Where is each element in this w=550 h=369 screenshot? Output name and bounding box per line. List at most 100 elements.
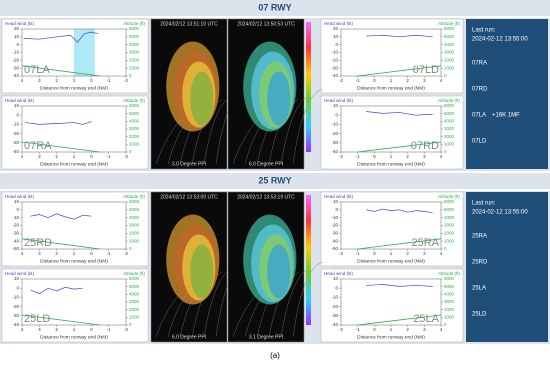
x-axis-label: Distance from runway end (NM) (357, 85, 425, 91)
y-tick-label: 0 (335, 207, 338, 212)
x-tick-label: -2 (124, 251, 128, 256)
y-tick-label: -30 (12, 140, 19, 145)
x-tick-label: 2 (406, 154, 409, 159)
y2-tick-label: 1000 (444, 65, 455, 70)
x-tick-label: 1 (73, 251, 76, 256)
y2-tick-label: 2000 (444, 58, 455, 63)
y2-tick-label: 2000 (129, 307, 140, 312)
x-tick-label: 3 (38, 78, 41, 83)
x-axis-label: Distance from runway end (NM) (40, 85, 108, 91)
chart-frame (320, 268, 464, 343)
x-tick-label: 1 (390, 251, 393, 256)
y2-tick-label: 6000 (129, 199, 140, 204)
y2-tick-label: 1000 (444, 315, 455, 320)
runway-status: 07LA (472, 113, 486, 119)
x-tick-label: 3 (423, 78, 426, 83)
x-axis-label: Distance from runway end (NM) (357, 334, 425, 340)
x-tick-label: 0 (90, 78, 93, 83)
y-tick-label: 10 (333, 34, 339, 39)
altitude-line (357, 65, 442, 77)
x-tick-label: -2 (339, 154, 343, 159)
y2-tick-label: 0 (129, 246, 132, 251)
y2-tick-label: 4000 (129, 292, 140, 297)
y-tick-label: -30 (331, 313, 338, 318)
y-tick-label: 0 (16, 42, 19, 47)
last-run-label: Last run: (472, 201, 496, 207)
y-tick-label: -10 (331, 215, 338, 220)
echo (267, 71, 291, 126)
y2-tick-label: 0 (444, 246, 447, 251)
y2-axis-label: Altitude (ft) (438, 98, 460, 103)
altitude-line (21, 238, 101, 250)
x-tick-label: 3 (423, 154, 426, 159)
x-tick-label: 0 (373, 327, 376, 332)
y2-tick-label: 3000 (444, 299, 455, 304)
x-tick-label: -1 (356, 251, 360, 256)
y-tick-label: 0 (335, 285, 338, 290)
runway-status: 07RA (472, 61, 487, 67)
y2-tick-label: 5000 (444, 207, 455, 212)
x-tick-label: 4 (21, 154, 24, 159)
chart-frame (1, 191, 149, 267)
echo (190, 244, 214, 299)
echo (190, 71, 214, 126)
y-tick-label: -40 (331, 73, 338, 78)
x-axis-label: Distance from runway end (NM) (357, 258, 425, 264)
y2-axis-label: Altitude (ft) (123, 21, 145, 26)
runway-label: 07RA (24, 140, 52, 152)
y-tick-label: -30 (12, 231, 19, 236)
x-tick-label: 2 (406, 327, 409, 332)
section-header (0, 0, 550, 16)
headwind-line (30, 213, 92, 220)
y-tick-label: -30 (331, 140, 338, 145)
radar-label: 6.0 Degree PPI (172, 334, 206, 340)
y-tick-label: -20 (12, 58, 19, 63)
x-axis-label: Distance from runway end (NM) (357, 161, 425, 167)
radar-label: 3.0 Degree PPI (172, 161, 206, 167)
y2-tick-label: 3000 (129, 126, 140, 131)
x-tick-label: 2 (55, 251, 58, 256)
y-tick-label: 10 (333, 103, 339, 108)
y2-tick-label: 3000 (444, 126, 455, 131)
echo (267, 244, 291, 299)
y-tick-label: -20 (331, 58, 338, 63)
y2-tick-label: 2000 (444, 231, 455, 236)
colorbar (306, 22, 311, 152)
y2-axis-label: Altitude (ft) (438, 271, 460, 276)
y2-axis-label: Altitude (ft) (438, 21, 460, 26)
headwind-line (365, 284, 433, 287)
y2-tick-label: 3000 (444, 223, 455, 228)
x-tick-label: 2 (55, 78, 58, 83)
runway-label: 25LD (24, 313, 50, 325)
runway-label: 25RD (24, 237, 52, 249)
y-tick-label: -20 (12, 131, 19, 136)
y-tick-label: -20 (12, 304, 19, 309)
y-tick-label: 0 (16, 285, 19, 290)
y2-axis-label: Altitude (ft) (123, 271, 145, 276)
headwind-line (365, 208, 433, 214)
y-tick-label: 20 (333, 26, 339, 31)
y2-tick-label: 5000 (444, 284, 455, 289)
x-tick-label: 3 (423, 327, 426, 332)
chart-frame (1, 268, 149, 343)
y2-axis-label: Altitude (ft) (438, 194, 460, 199)
section-title: 25 RWY (258, 175, 291, 185)
y2-tick-label: 0 (444, 149, 447, 154)
altitude-line (21, 65, 101, 77)
y-tick-label: -10 (331, 295, 338, 300)
x-tick-label: -1 (107, 327, 111, 332)
y-tick-label: -20 (331, 223, 338, 228)
runway-status: 25RD (472, 260, 488, 266)
y-tick-label: -40 (331, 322, 338, 327)
y2-tick-label: 1000 (129, 315, 140, 320)
y-axis-label: Head wind (kt) (324, 271, 354, 276)
runway-label: 07RD (411, 140, 439, 152)
y2-tick-label: 1000 (444, 238, 455, 243)
x-tick-label: -2 (339, 78, 343, 83)
y2-tick-label: 5000 (129, 111, 140, 116)
section-header (0, 173, 550, 189)
y-tick-label: -10 (331, 122, 338, 127)
y2-tick-label: 5000 (129, 284, 140, 289)
y-tick-label: 10 (14, 276, 20, 281)
y-tick-label: 10 (14, 34, 20, 39)
